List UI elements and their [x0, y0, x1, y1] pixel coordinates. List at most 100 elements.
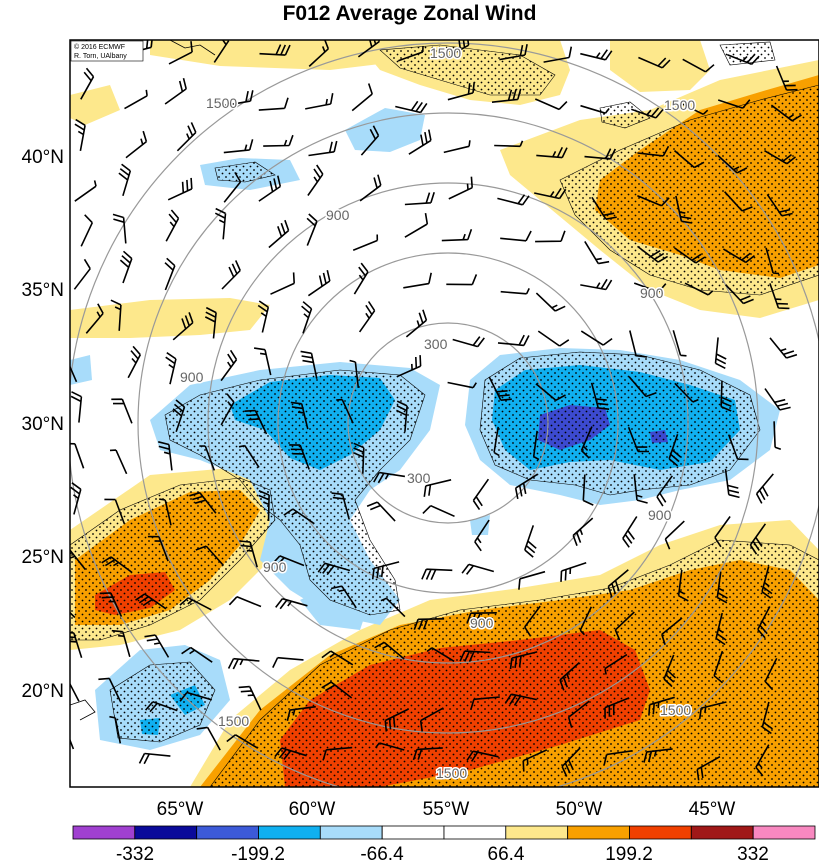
wind-barb — [536, 146, 568, 159]
wind-barb — [716, 571, 728, 604]
wind-barb — [258, 490, 270, 522]
wind-barb — [584, 148, 617, 160]
wind-barb — [412, 747, 443, 761]
wind-barb — [330, 585, 357, 609]
wind-barb — [263, 134, 294, 147]
colorbar-swatch — [258, 825, 321, 840]
ring-label: 300 — [424, 336, 448, 352]
wind-barb — [447, 381, 477, 389]
wind-barb — [633, 282, 667, 293]
colorbar-swatch — [752, 825, 816, 840]
wind-barb — [580, 49, 613, 61]
wind-barb — [499, 44, 528, 61]
wind-barb — [518, 570, 546, 590]
wind-barb — [580, 426, 593, 459]
wind-barb — [663, 654, 677, 688]
wind-barb — [179, 691, 213, 702]
wind-barb — [74, 118, 86, 152]
wind-barb — [461, 563, 495, 575]
map-frame — [69, 39, 819, 788]
lon-label: 50°W — [556, 799, 603, 820]
colorbar-swatch — [690, 825, 754, 840]
wind-barb — [144, 634, 170, 658]
wind-barb — [582, 474, 594, 506]
wind-barb — [466, 612, 497, 624]
wind-barb — [127, 345, 142, 379]
wind-barb — [223, 139, 254, 154]
range-rings — [70, 42, 819, 787]
wind-barb — [321, 681, 353, 699]
wind-barb — [604, 697, 630, 719]
wind-barb — [239, 540, 258, 568]
wind-barb — [70, 391, 83, 423]
wind-barb — [244, 409, 268, 435]
wind-barb — [159, 498, 172, 526]
wind-barb — [104, 498, 126, 525]
wind-barb — [445, 40, 470, 59]
wind-barb — [270, 272, 295, 295]
wind-barb — [204, 306, 217, 339]
wind-barb — [633, 474, 648, 504]
wind-barb — [352, 234, 379, 252]
coastline — [169, 40, 216, 56]
wind-barb — [373, 471, 406, 484]
colorbar — [72, 825, 816, 840]
wind-barb — [441, 228, 473, 242]
lat-label: 25°N — [22, 547, 64, 568]
wind-barb — [165, 209, 180, 242]
range-ring-900 — [207, 182, 689, 664]
wind-barb — [474, 519, 490, 552]
wind-barb — [196, 726, 221, 751]
wind-barb — [258, 97, 289, 111]
wind-barb — [679, 102, 709, 116]
wind-barb — [766, 193, 793, 217]
wind-barb — [561, 747, 581, 777]
credit-box: © 2016 ECMWF R. Torn, UAlbany — [70, 40, 144, 62]
wind-barb — [717, 154, 748, 174]
wind-barb — [674, 247, 706, 264]
ring-label: 300 — [407, 470, 431, 486]
colorbar-swatch — [505, 825, 568, 840]
colorbar-label: 66.4 — [488, 844, 525, 863]
wind-barb — [682, 58, 715, 73]
wind-barb — [567, 700, 590, 728]
wind-barb — [643, 748, 673, 763]
wind-barb — [396, 400, 408, 432]
wind-barb — [404, 192, 435, 206]
wind-barb — [656, 475, 673, 507]
lon-label: 65°W — [157, 799, 204, 820]
wind-barb — [164, 78, 187, 105]
wind-barb — [591, 196, 617, 220]
wind-barb — [283, 508, 315, 525]
wind-barb — [755, 744, 770, 777]
colorbar-swatch — [381, 825, 445, 840]
wind-barb — [226, 734, 259, 749]
wind-barb — [398, 45, 424, 62]
wind-barb — [426, 647, 455, 662]
wind-barb — [135, 593, 167, 610]
wind-barb — [111, 629, 131, 658]
wind-barb — [622, 516, 638, 548]
wind-barb — [674, 382, 699, 403]
wind-barb — [668, 433, 682, 467]
colorbar-swatch — [134, 825, 198, 840]
wind-barb — [764, 657, 778, 691]
range-ring-600 — [277, 252, 619, 594]
wind-barb — [627, 426, 649, 453]
wind-barb — [112, 213, 127, 244]
wind-barb — [722, 248, 755, 264]
wind-barb — [158, 441, 173, 471]
wind-barb — [189, 491, 217, 514]
wind-barb — [749, 523, 767, 555]
wind-barb — [358, 301, 376, 333]
wind-barb — [504, 693, 537, 706]
wind-barb — [286, 705, 316, 721]
wind-barbs — [70, 40, 802, 781]
ring-label: 1500 — [206, 95, 237, 111]
wind-barb — [509, 651, 538, 670]
wind-barb — [289, 444, 310, 470]
wind-barb — [470, 696, 500, 711]
colorbar-swatch — [72, 825, 136, 840]
wind-barb — [727, 434, 749, 461]
wind-barb — [168, 41, 193, 65]
